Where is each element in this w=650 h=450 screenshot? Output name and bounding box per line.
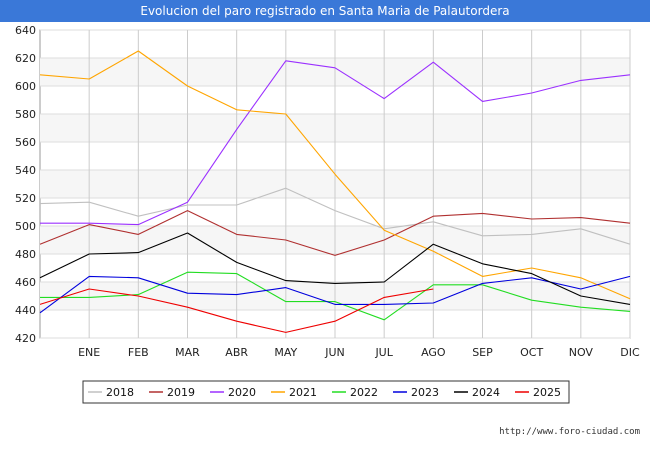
y-tick-label: 500	[15, 220, 36, 233]
gridlines	[40, 29, 631, 339]
x-axis-ticks: ENE FEB MAR ABR MAY JUN JUL AGO SEP OCT NOV DIC	[78, 346, 640, 359]
legend-label-2021: 2021	[289, 386, 317, 399]
legend: 2018 2019 2020 2021 2022 2023 2024 2025	[82, 380, 570, 404]
chart-title: Evolucion del paro registrado en Santa M…	[0, 0, 650, 22]
legend-label-2024: 2024	[472, 386, 500, 399]
x-tick-label: AGO	[421, 346, 446, 359]
y-tick-label: 560	[15, 136, 36, 149]
legend-label-2025: 2025	[533, 386, 561, 399]
y-tick-label: 620	[15, 52, 36, 65]
y-tick-label: 440	[15, 304, 36, 317]
series-line-2022	[40, 271, 631, 321]
y-tick-label: 480	[15, 248, 36, 261]
legend-label-2018: 2018	[106, 386, 134, 399]
x-tick-label: NOV	[569, 346, 594, 359]
y-tick-label: 580	[15, 108, 36, 121]
y-tick-label: 420	[15, 332, 36, 345]
y-tick-label: 540	[15, 164, 36, 177]
series-line-2021	[39, 50, 631, 300]
legend-label-2020: 2020	[228, 386, 256, 399]
y-axis-ticks: 420 440 460 480 500 520 540 560 580 600 620 640	[15, 24, 36, 345]
series-line-2024	[39, 232, 631, 305]
series-line-2020	[40, 60, 631, 226]
x-tick-label: JUL	[374, 346, 393, 359]
y-tick-label: 600	[15, 80, 36, 93]
legend-box	[82, 380, 570, 404]
x-tick-label: FEB	[128, 346, 149, 359]
x-tick-label: ABR	[225, 346, 248, 359]
series-line-2019	[39, 210, 631, 256]
y-tick-label: 460	[15, 276, 36, 289]
x-tick-label: MAY	[274, 346, 297, 359]
x-tick-label: SEP	[472, 346, 493, 359]
series-line-2023	[39, 275, 631, 314]
x-tick-label: DIC	[620, 346, 640, 359]
x-tick-label: JUN	[324, 346, 345, 359]
x-tick-label: MAR	[175, 346, 200, 359]
y-tick-label: 640	[15, 24, 36, 37]
legend-label-2019: 2019	[167, 386, 195, 399]
source-url[interactable]: http://www.foro-ciudad.com	[499, 427, 640, 437]
legend-label-2022: 2022	[350, 386, 378, 399]
x-tick-label: ENE	[78, 346, 100, 359]
series-line-2025	[39, 288, 434, 333]
x-tick-label: OCT	[520, 346, 543, 359]
legend-label-2023: 2023	[411, 386, 439, 399]
series-line-2018	[39, 187, 631, 245]
series-lines	[39, 50, 631, 333]
y-tick-label: 520	[15, 192, 36, 205]
